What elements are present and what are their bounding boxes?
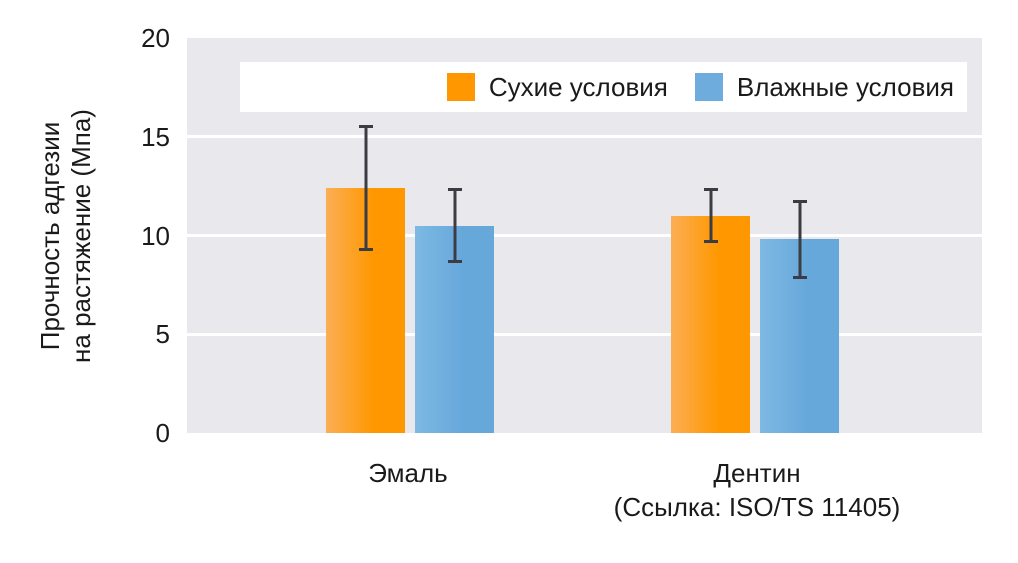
- error-bar-wet-enamel: [447, 188, 462, 264]
- error-bar-line: [453, 188, 456, 264]
- error-bar-dry-enamel: [358, 124, 373, 252]
- x-tick-label-enamel-text: Эмаль: [368, 458, 448, 488]
- y-axis-ticks: 0 5 10 15 20: [0, 25, 170, 446]
- bar-dry-dentin: [671, 215, 750, 433]
- error-bar-line: [798, 199, 801, 279]
- error-bar-line: [364, 124, 367, 252]
- error-bar-wet-dentin: [792, 199, 807, 279]
- x-tick-label-enamel: Эмаль: [368, 456, 447, 490]
- error-bar-dry-dentin: [703, 188, 718, 244]
- y-tick-label-0: 0: [155, 418, 170, 448]
- error-bar-cap: [447, 260, 462, 264]
- legend-swatch-wet: [694, 73, 723, 101]
- y-tick-label-10: 10: [141, 220, 170, 251]
- error-bar-cap: [358, 248, 373, 252]
- y-tick-label-20: 20: [141, 23, 170, 53]
- x-tick-label-dentin-subtext: (Ссылка: ISO/TS 11405): [613, 492, 901, 522]
- legend-swatch-dry: [446, 73, 475, 101]
- error-bar-cap: [792, 275, 807, 279]
- legend-item-wet: Влажные условия: [694, 72, 954, 102]
- legend-item-dry: Сухие условия: [446, 72, 668, 102]
- gridline-5: [187, 332, 982, 336]
- x-tick-label-dentin-text: Дентин: [713, 458, 801, 488]
- y-tick-label-15: 15: [141, 121, 170, 152]
- y-tick-label-5: 5: [155, 319, 170, 350]
- error-bar-cap: [703, 240, 718, 244]
- error-bar-cap: [358, 124, 373, 128]
- legend-label-dry: Сухие условия: [488, 72, 668, 102]
- error-bar-cap: [703, 188, 718, 192]
- error-bar-cap: [792, 199, 807, 203]
- x-tick-label-dentin: Дентин (Ссылка: ISO/TS 11405): [614, 456, 901, 524]
- error-bar-cap: [447, 188, 462, 192]
- gridline-15: [187, 135, 982, 139]
- legend-label-wet: Влажные условия: [736, 72, 954, 102]
- plot-area: Сухие условия Влажные условия: [187, 38, 982, 433]
- legend: Сухие условия Влажные условия: [240, 62, 967, 112]
- error-bar-line: [709, 188, 712, 244]
- gridline-10: [187, 234, 982, 237]
